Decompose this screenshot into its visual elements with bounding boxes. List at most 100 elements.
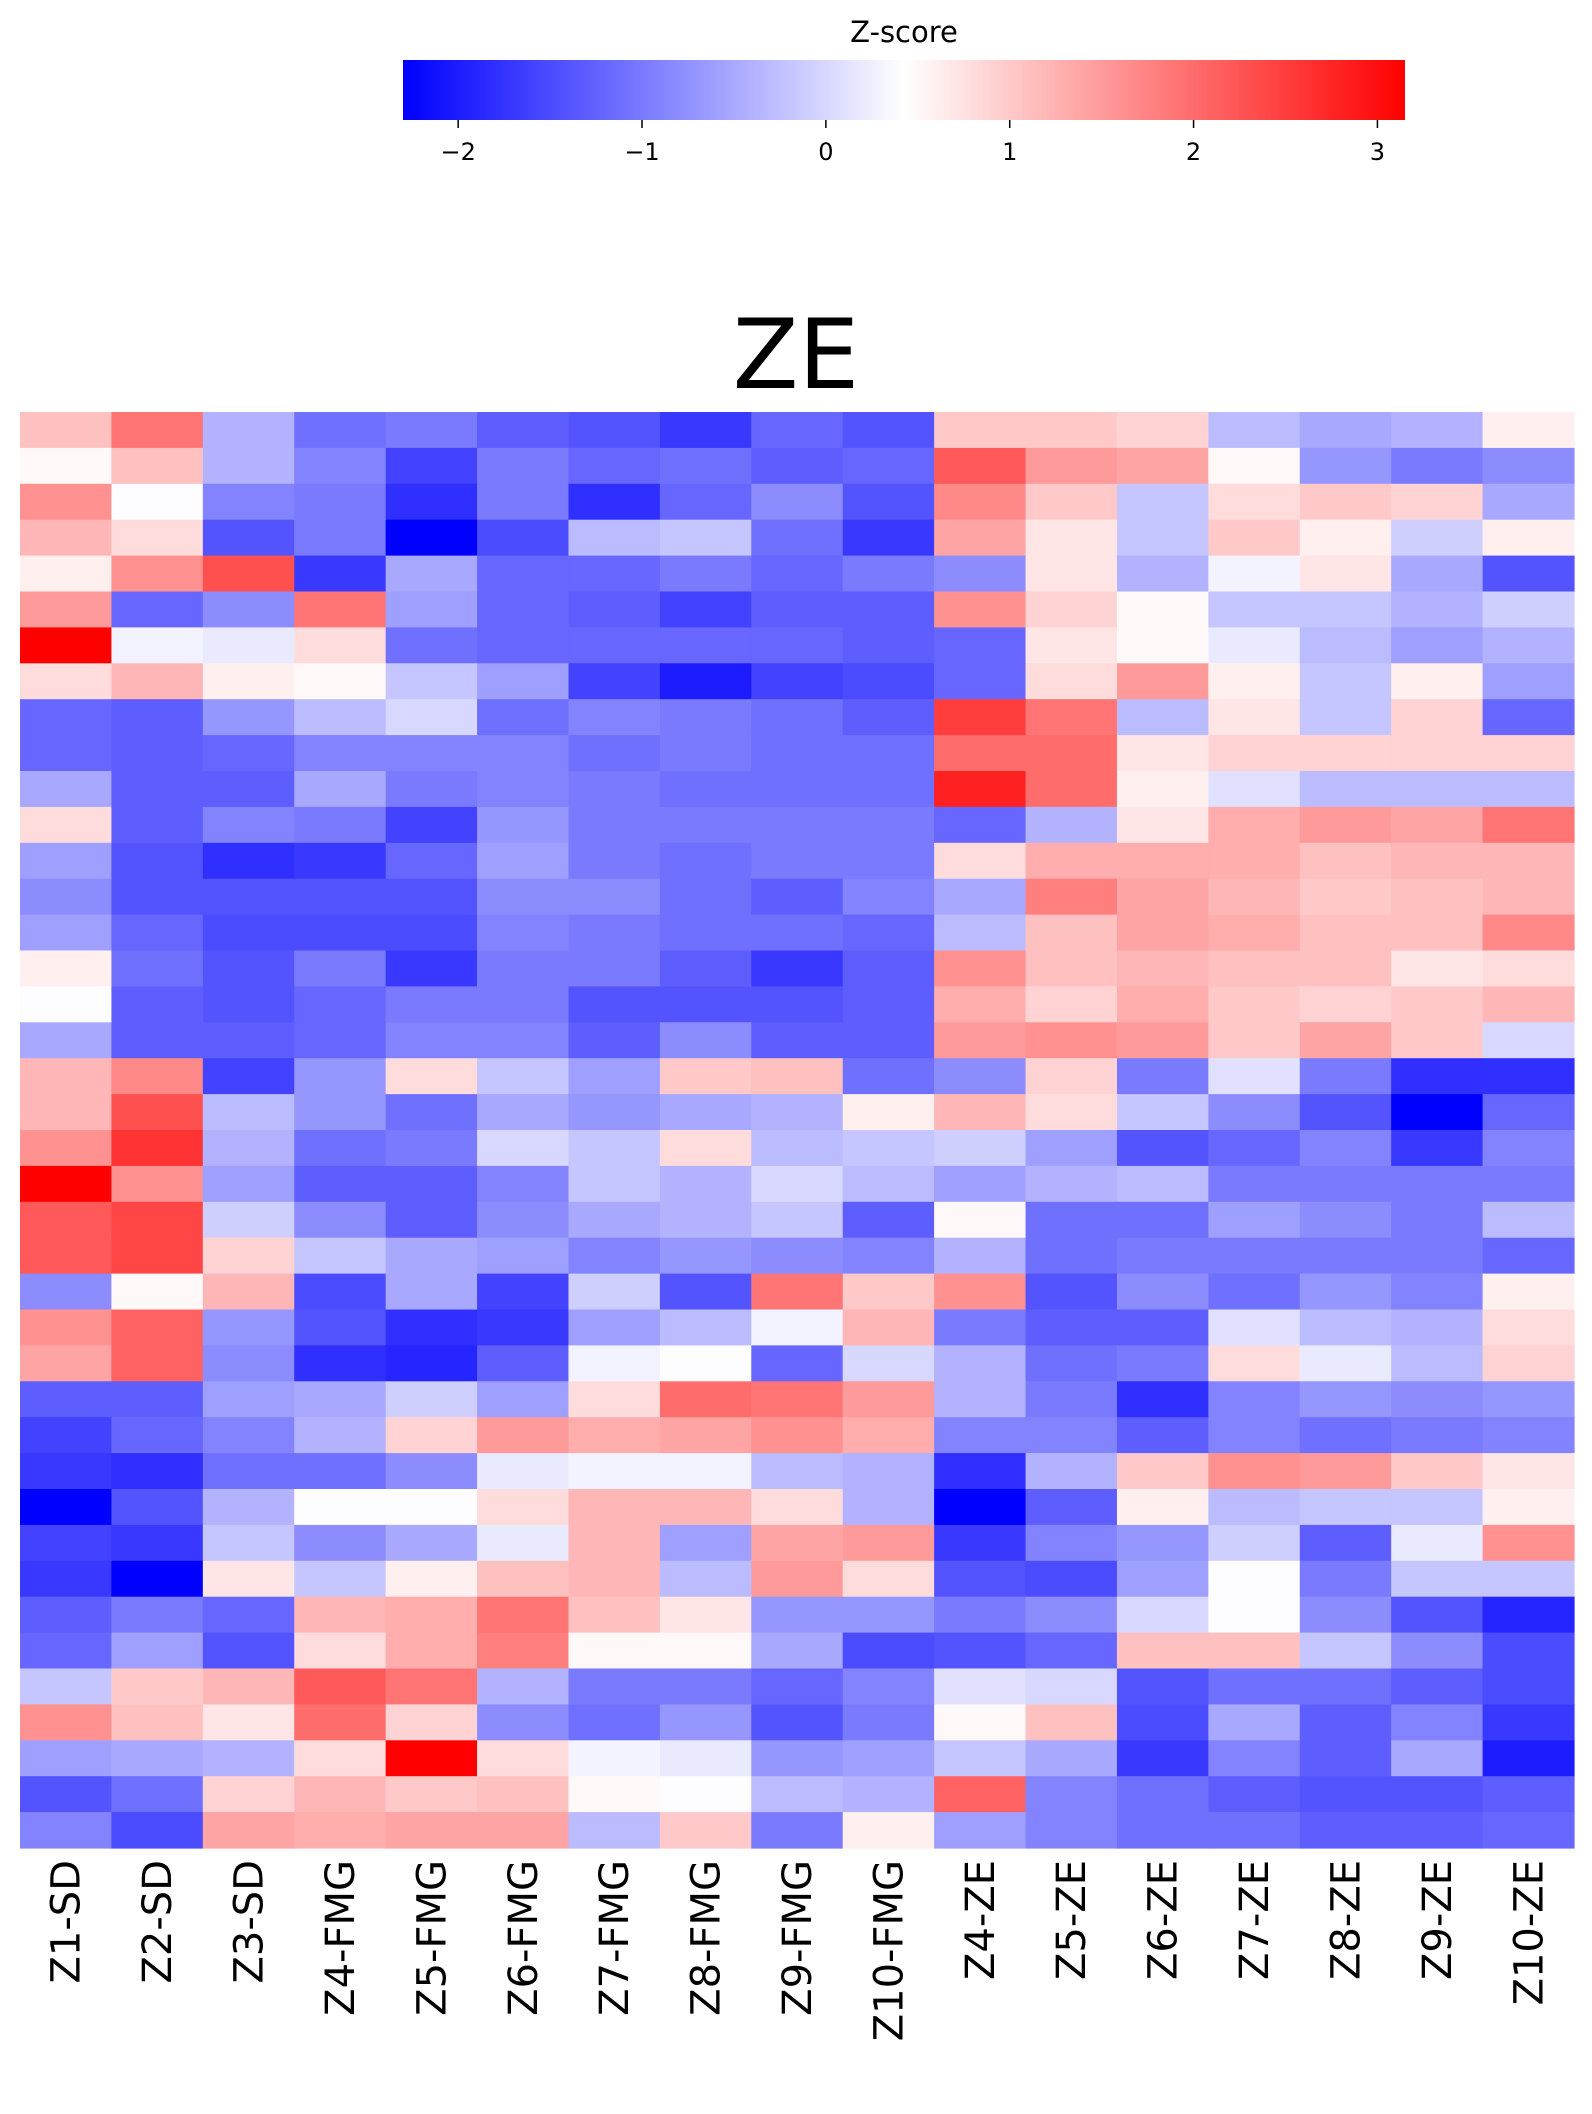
heatmap-cell bbox=[385, 1524, 478, 1562]
heatmap-cell bbox=[1299, 771, 1392, 808]
column-label: Z1-SD bbox=[44, 1860, 90, 1983]
heatmap-cell bbox=[842, 1237, 935, 1275]
heatmap-cell bbox=[202, 1165, 295, 1203]
heatmap-cell bbox=[934, 627, 1027, 664]
heatmap-cell bbox=[1116, 1632, 1209, 1670]
heatmap-cell bbox=[477, 627, 570, 664]
heatmap-cell bbox=[1482, 878, 1575, 916]
heatmap-cell bbox=[1391, 1165, 1484, 1203]
heatmap-cell bbox=[111, 627, 204, 664]
heatmap-cell bbox=[1025, 1524, 1118, 1562]
heatmap-cell bbox=[1482, 1309, 1575, 1346]
heatmap-cell bbox=[111, 914, 204, 952]
heatmap-cell bbox=[202, 1596, 295, 1634]
heatmap-cell bbox=[842, 1273, 935, 1311]
heatmap-cell bbox=[1482, 1776, 1575, 1813]
heatmap-cell bbox=[1116, 1453, 1209, 1490]
heatmap-cell bbox=[934, 914, 1027, 952]
heatmap-cell bbox=[202, 1776, 295, 1813]
heatmap-cell bbox=[659, 1417, 752, 1454]
heatmap-cell bbox=[111, 1201, 204, 1239]
heatmap-cell bbox=[1299, 627, 1392, 664]
heatmap-cell bbox=[934, 1560, 1027, 1598]
heatmap-cell bbox=[1299, 1130, 1392, 1167]
heatmap-cell bbox=[751, 699, 844, 736]
heatmap-cell bbox=[1116, 986, 1209, 1023]
heatmap-cell bbox=[1025, 1201, 1118, 1239]
heatmap-cell bbox=[1482, 1524, 1575, 1562]
heatmap-cell bbox=[294, 1524, 387, 1562]
heatmap-cell bbox=[111, 1309, 204, 1346]
heatmap-cell bbox=[659, 1201, 752, 1239]
heatmap-cell bbox=[1208, 1273, 1301, 1311]
heatmap-cell bbox=[659, 1130, 752, 1167]
heatmap-cell bbox=[1208, 1022, 1301, 1059]
heatmap-cell bbox=[477, 735, 570, 772]
heatmap-cell bbox=[659, 1345, 752, 1382]
heatmap-cell bbox=[659, 1632, 752, 1670]
chart-title: ZE bbox=[733, 299, 859, 411]
heatmap-cell bbox=[20, 627, 113, 664]
heatmap-cell bbox=[385, 1632, 478, 1670]
heatmap-cell bbox=[111, 699, 204, 736]
heatmap-cell bbox=[1482, 806, 1575, 844]
heatmap-cell bbox=[1208, 735, 1301, 772]
heatmap-cell bbox=[1116, 1524, 1209, 1562]
heatmap-cell bbox=[1025, 914, 1118, 952]
heatmap-cell bbox=[1208, 986, 1301, 1023]
heatmap-cell bbox=[1208, 1381, 1301, 1418]
colorbar-tick-label: 0 bbox=[818, 138, 833, 166]
heatmap-cell bbox=[111, 842, 204, 880]
heatmap-cell bbox=[751, 447, 844, 485]
heatmap-cell bbox=[294, 699, 387, 736]
heatmap-cell bbox=[111, 555, 204, 593]
heatmap-cell bbox=[385, 1489, 478, 1526]
heatmap-cell bbox=[1482, 1058, 1575, 1095]
heatmap-cell bbox=[1482, 1489, 1575, 1526]
heatmap-cell bbox=[1482, 1345, 1575, 1382]
heatmap-cell bbox=[751, 1524, 844, 1562]
heatmap-cell bbox=[659, 1165, 752, 1203]
heatmap-cell bbox=[477, 842, 570, 880]
heatmap-cell bbox=[20, 1130, 113, 1167]
heatmap-cell bbox=[934, 483, 1027, 521]
heatmap-cell bbox=[1208, 591, 1301, 628]
heatmap-cell bbox=[1208, 771, 1301, 808]
column-label: Z7-FMG bbox=[592, 1860, 638, 2016]
heatmap-cell bbox=[1208, 1309, 1301, 1346]
heatmap-cell bbox=[1482, 591, 1575, 628]
heatmap-cells bbox=[20, 412, 1575, 1849]
heatmap-cell bbox=[1391, 1812, 1484, 1849]
column-label: Z8-ZE bbox=[1324, 1860, 1370, 1980]
heatmap-cell bbox=[477, 555, 570, 593]
heatmap-cell bbox=[1391, 555, 1484, 593]
heatmap-cell bbox=[202, 1704, 295, 1741]
heatmap-cell bbox=[202, 771, 295, 808]
heatmap-cell bbox=[751, 1489, 844, 1526]
heatmap-cell bbox=[20, 1345, 113, 1382]
heatmap-cell bbox=[1299, 555, 1392, 593]
heatmap-cell bbox=[477, 1345, 570, 1382]
heatmap-cell bbox=[1299, 1022, 1392, 1059]
heatmap-cell bbox=[568, 1130, 661, 1167]
heatmap-cell bbox=[1482, 1237, 1575, 1275]
heatmap-cell bbox=[934, 1417, 1027, 1454]
heatmap-cell bbox=[385, 519, 478, 557]
heatmap-cell bbox=[294, 1776, 387, 1813]
heatmap-cell bbox=[1482, 986, 1575, 1023]
heatmap-cell bbox=[1025, 950, 1118, 987]
heatmap-cell bbox=[111, 1058, 204, 1095]
heatmap-cell bbox=[1299, 1309, 1392, 1346]
heatmap-cell bbox=[385, 591, 478, 628]
heatmap-cell bbox=[385, 1596, 478, 1634]
heatmap-cell bbox=[751, 1058, 844, 1095]
heatmap-cell bbox=[842, 1560, 935, 1598]
heatmap-cell bbox=[1299, 1453, 1392, 1490]
heatmap-cell bbox=[1208, 1417, 1301, 1454]
heatmap-cell bbox=[751, 627, 844, 664]
heatmap-cell bbox=[659, 950, 752, 987]
heatmap-cell bbox=[1299, 1560, 1392, 1598]
heatmap-cell bbox=[842, 1489, 935, 1526]
heatmap-cell bbox=[934, 699, 1027, 736]
heatmap-cell bbox=[842, 591, 935, 628]
